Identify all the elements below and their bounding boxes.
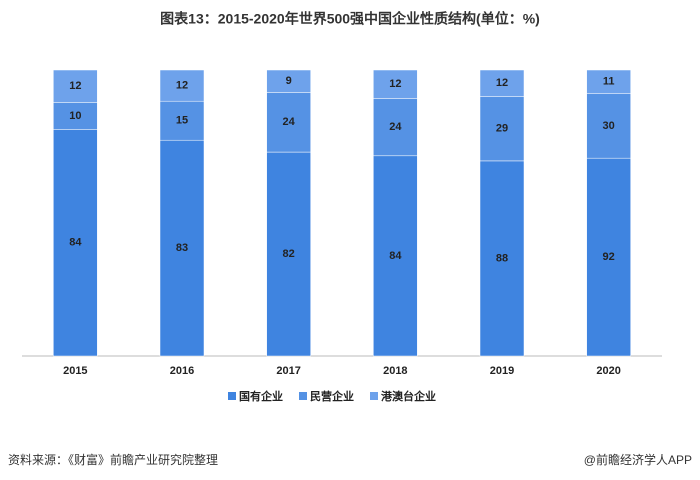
data-label: 92 (603, 251, 615, 263)
bar-segment (479, 96, 525, 162)
x-tick-label: 2018 (383, 365, 407, 377)
data-label: 12 (69, 80, 81, 92)
data-label: 88 (496, 252, 508, 264)
data-label: 84 (389, 250, 402, 262)
data-label: 24 (389, 121, 402, 133)
data-label: 10 (69, 110, 81, 122)
legend-swatch (370, 392, 378, 400)
data-label: 11 (603, 76, 615, 88)
bar-segment (159, 69, 205, 102)
chart-title: 图表13：2015-2020年世界500强中国企业性质结构(单位：%) (160, 11, 540, 27)
bar-segment (479, 69, 525, 97)
bar-segment (586, 157, 631, 357)
bar-segment (53, 102, 98, 130)
legend-label: 港澳台企业 (381, 389, 436, 403)
data-label: 82 (283, 248, 295, 260)
data-label: 15 (176, 115, 188, 127)
data-label: 12 (176, 80, 188, 92)
data-label: 30 (603, 120, 615, 132)
legend-swatch (228, 392, 236, 400)
data-label: 12 (496, 77, 508, 89)
source: 资料来源：《财富》前瞻产业研究院整理 (8, 452, 218, 467)
credit: @前瞻经济学人APP (584, 452, 692, 467)
bar-segment (373, 69, 418, 99)
bar-segment (373, 155, 418, 357)
bar-segment (586, 69, 631, 94)
data-label: 24 (283, 116, 296, 128)
bar-segment (479, 160, 525, 357)
x-tick-label: 2015 (63, 365, 87, 377)
bar-segment (53, 129, 98, 357)
x-tick-label: 2020 (596, 365, 620, 377)
bar-segment (53, 69, 98, 103)
data-label: 9 (286, 75, 292, 87)
x-tick-label: 2017 (276, 365, 300, 377)
bar-segment (266, 151, 311, 357)
data-label: 83 (176, 242, 188, 254)
legend-label: 民营企业 (310, 389, 354, 403)
x-tick-label: 2016 (170, 365, 194, 377)
bar-segment (266, 69, 311, 93)
data-label: 84 (69, 237, 82, 249)
bar-segment (159, 100, 205, 141)
bar-segment (586, 93, 631, 159)
bar-segment (159, 139, 205, 357)
legend-swatch (299, 392, 307, 400)
legend-label: 国有企业 (239, 389, 283, 403)
bar-segment (266, 92, 311, 153)
x-tick-label: 2019 (490, 365, 514, 377)
data-label: 29 (496, 123, 508, 135)
data-label: 12 (389, 78, 401, 90)
